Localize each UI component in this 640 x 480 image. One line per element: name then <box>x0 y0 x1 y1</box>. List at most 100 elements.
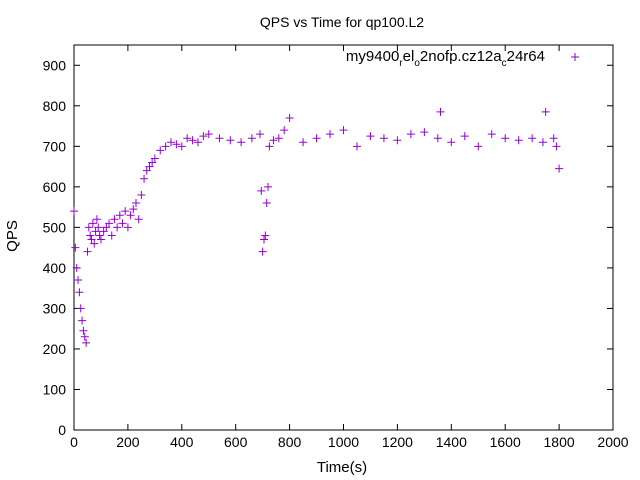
data-point <box>406 130 415 139</box>
x-tick-label: 1000 <box>328 434 359 450</box>
data-point <box>156 146 165 155</box>
x-tick-label: 1400 <box>436 434 467 450</box>
data-point <box>115 211 124 220</box>
data-series <box>70 107 564 347</box>
x-tick-label: 1200 <box>382 434 413 450</box>
legend-label-part: my9400 <box>346 48 399 65</box>
y-tick-label: 200 <box>43 341 67 357</box>
x-tick-label: 2000 <box>597 434 628 450</box>
data-point <box>474 142 483 151</box>
data-point <box>433 134 442 143</box>
data-point <box>75 288 84 297</box>
data-point <box>549 134 558 143</box>
data-point <box>199 132 208 141</box>
data-point <box>142 166 151 175</box>
data-point <box>339 126 348 135</box>
x-axis: 0 200 400 600 800 1000 1200 1400 1600 1800 2000 <box>70 45 629 450</box>
legend: my9400relo2nofp.cz12ac24r64 <box>346 48 579 69</box>
data-point <box>126 211 135 220</box>
data-point <box>247 134 256 143</box>
data-point <box>274 134 283 143</box>
y-axis-label: QPS <box>4 220 21 252</box>
data-point <box>326 130 335 139</box>
data-point <box>393 136 402 145</box>
x-tick-label: 800 <box>278 434 302 450</box>
data-point <box>193 138 202 147</box>
data-point <box>215 134 224 143</box>
data-point <box>312 134 321 143</box>
legend-label-part: el <box>403 48 415 65</box>
legend-label-subscript: o <box>414 58 420 69</box>
data-point <box>460 132 469 141</box>
legend-marker <box>571 53 579 61</box>
data-point <box>123 223 132 232</box>
data-point <box>161 142 170 151</box>
y-axis: 0 100 200 300 400 500 600 700 800 900 <box>43 57 613 438</box>
data-point <box>145 162 154 171</box>
data-point <box>134 215 143 224</box>
data-point <box>129 205 138 214</box>
data-point <box>110 215 119 224</box>
x-tick-label: 1800 <box>544 434 575 450</box>
y-tick-label: 900 <box>43 57 67 73</box>
data-point <box>70 207 78 216</box>
data-point <box>87 235 96 244</box>
plot-frame <box>73 44 614 431</box>
y-tick-label: 0 <box>58 422 66 438</box>
data-point <box>183 134 192 143</box>
data-point <box>90 239 99 248</box>
data-point <box>105 219 114 228</box>
legend-marker-symbol <box>571 53 579 61</box>
data-point <box>541 107 550 116</box>
data-point <box>265 142 274 151</box>
data-point <box>264 182 273 191</box>
legend-label: my9400relo2nofp.cz12ac24r64 <box>346 48 545 69</box>
data-point <box>487 130 496 139</box>
data-point <box>96 235 105 244</box>
data-point <box>379 134 388 143</box>
data-point <box>88 219 97 228</box>
data-point <box>258 247 267 256</box>
data-point <box>150 154 159 163</box>
data-point <box>436 107 445 116</box>
data-point <box>71 243 80 252</box>
y-tick-label: 500 <box>43 219 67 235</box>
data-point <box>137 190 146 199</box>
data-point <box>555 164 564 173</box>
data-point <box>99 227 108 236</box>
legend-label-subscript: c <box>502 58 507 69</box>
data-point <box>140 174 149 183</box>
data-point <box>514 136 523 145</box>
data-point <box>95 231 104 240</box>
data-point <box>447 138 456 147</box>
data-point <box>259 235 268 244</box>
y-tick-label: 400 <box>43 260 67 276</box>
x-tick-label: 200 <box>116 434 140 450</box>
data-point <box>113 223 122 232</box>
x-tick-label: 1600 <box>490 434 521 450</box>
data-point <box>86 231 95 240</box>
data-point <box>501 134 510 143</box>
x-axis-label: Time(s) <box>317 459 367 476</box>
data-point <box>82 338 91 347</box>
data-point <box>352 142 361 151</box>
data-point <box>552 142 561 151</box>
data-point <box>280 126 289 135</box>
x-tick-label: 600 <box>224 434 248 450</box>
data-point <box>72 263 81 272</box>
data-point <box>285 113 294 122</box>
data-point <box>79 326 88 335</box>
x-tick-label: 400 <box>170 434 194 450</box>
data-point <box>92 215 101 224</box>
data-point <box>84 223 93 232</box>
data-point <box>74 276 83 285</box>
data-point <box>269 136 278 145</box>
data-point <box>80 332 89 341</box>
data-point <box>148 158 157 167</box>
data-point <box>78 316 87 325</box>
data-point <box>262 199 271 208</box>
data-point <box>94 223 103 232</box>
legend-label-part: 24r64 <box>507 48 545 65</box>
y-tick-label: 700 <box>43 138 67 154</box>
